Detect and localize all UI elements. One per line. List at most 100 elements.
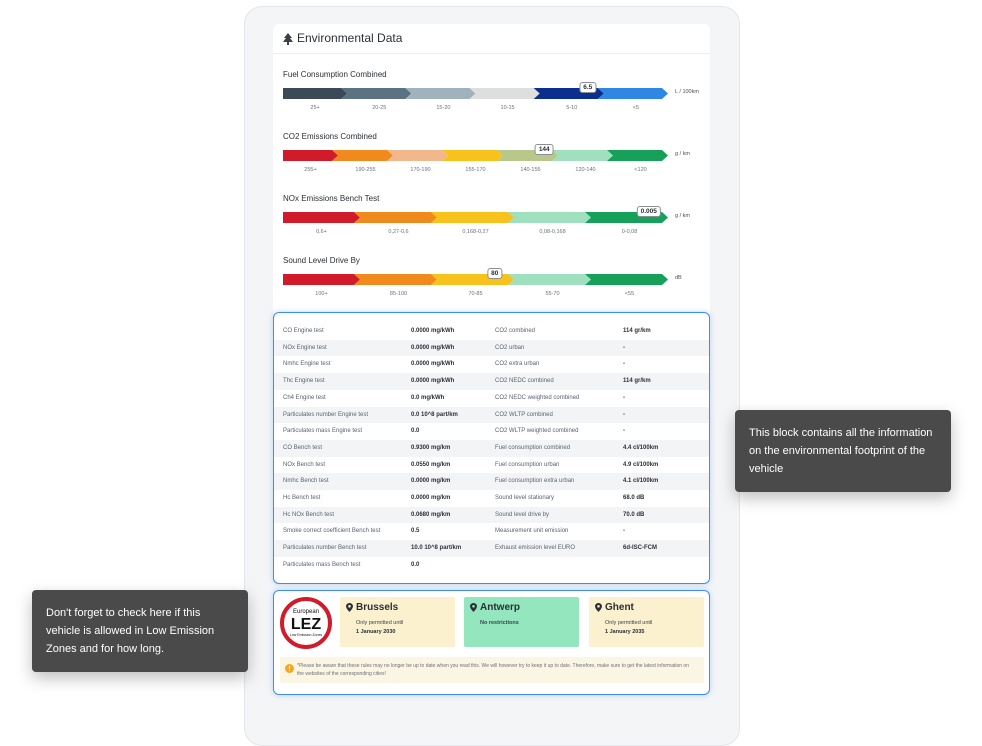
row-key: Fuel consumption urban (495, 461, 560, 468)
scale-label: Sound Level Drive By (283, 256, 360, 265)
lez-logo-top: European (293, 609, 319, 615)
row-value: - (623, 394, 625, 401)
row-value: 70.0 dB (623, 511, 645, 518)
row-value: 0.0 (411, 428, 420, 435)
environmental-data-card: Environmental Data Fuel Consumption Comb… (273, 24, 710, 324)
row-key: Sound level drive by (495, 511, 550, 518)
row-key: CO Bench test (283, 444, 323, 451)
scale-tick-label: 0,6+ (316, 229, 327, 235)
city-name: Antwerp (480, 602, 520, 613)
scale-unit: dB (675, 275, 682, 281)
row-key: Exhaust emission level EURO (495, 545, 576, 552)
city-status: Only permitted until (356, 620, 404, 626)
city-status: Only permitted until (605, 620, 653, 626)
scale-sound-level: Sound Level Drive By dB 100+ 85-100 70-85 5… (273, 256, 710, 312)
scale-tick-label: 85-100 (389, 291, 408, 297)
row-key: CO2 NEDC weighted combined (495, 394, 580, 401)
scale-tick-label: 0,08-0,168 (539, 229, 566, 235)
scale-segment (283, 274, 360, 285)
scale-value-badge: 6.5 (579, 82, 597, 93)
row-key: Thc Engine test (283, 378, 325, 385)
row-key: CO2 WLTP weighted combined (495, 428, 579, 435)
row-key: Particulates number Engine test (283, 411, 369, 418)
scale-fuel-consumption: Fuel Consumption Combined L / 100km 25+ 2… (273, 70, 710, 126)
table-row: NOx Bench test 0.0550 mg/km Fuel consumpti… (274, 457, 709, 474)
city-card-ghent: Ghent Only permitted until 1 January 203… (589, 597, 704, 647)
scale-segment (508, 212, 591, 223)
table-row: Thc Engine test 0.0000 mg/kWh CO2 NEDC com… (274, 373, 709, 390)
table-row: Particulates mass Bench test 0.0 (274, 557, 709, 574)
scale-segment (341, 88, 412, 99)
row-key: Measurement unit emission (495, 528, 569, 535)
row-value: 0.0 mg/kWh (411, 394, 445, 401)
scale-segment (442, 150, 503, 161)
scale-tick-label: 190-255 (355, 167, 376, 173)
scale-value-badge: 0.005 (636, 206, 661, 217)
scale-bar (283, 212, 668, 223)
scale-ticks: 25+ 20-25 15-20 10-15 5-10 <5 (283, 105, 668, 113)
row-key: CO2 urban (495, 344, 525, 351)
row-key: Fuel consumption combined (495, 444, 571, 451)
row-value: 0.0000 mg/kWh (411, 344, 455, 351)
location-pin-icon (470, 603, 477, 612)
row-key: CO2 NEDC combined (495, 378, 554, 385)
scale-tick-label: <120 (634, 167, 647, 173)
scale-segment (283, 88, 348, 99)
scale-segment (607, 150, 668, 161)
scale-value-badge: 80 (487, 268, 503, 279)
table-row: Hc Bench test 0.0000 mg/km Sound level sta… (274, 490, 709, 507)
row-value: 114 gr/km (623, 378, 651, 385)
row-key: Sound level stationary (495, 495, 555, 501)
emissions-data-table: CO Engine test 0.0000 mg/kWh CO2 combined 1… (273, 312, 710, 584)
scale-ticks: 0,6+ 0,27-0,6 0,168-0,27 0,08-0,168 0-0,08 (283, 229, 668, 237)
scale-tick-label: 0,27-0,6 (388, 229, 409, 235)
scale-label: NOx Emissions Bench Test (283, 194, 380, 203)
scale-label: Fuel Consumption Combined (283, 70, 387, 79)
scale-unit: L / 100km (675, 89, 699, 95)
row-value: 0.9300 mg/km (411, 444, 451, 451)
row-key: Nmhc Engine test (283, 361, 331, 368)
row-value: 0.0680 mg/km (411, 511, 451, 518)
row-key: NOx Bench test (283, 461, 326, 468)
row-value: 0.0000 mg/km (411, 495, 451, 501)
scale-tick-label: 0,168-0,27 (462, 229, 489, 235)
row-key: Particulates mass Bench test (283, 561, 361, 568)
scale-ticks: 255+ 190-255 170-190 155-170 140-155 120-140 <… (283, 167, 668, 175)
row-key: NOx Engine test (283, 344, 327, 351)
scale-tick-label: 15-20 (436, 105, 451, 111)
row-value: - (623, 411, 625, 418)
scale-segment (597, 88, 668, 99)
row-key: CO2 combined (495, 328, 536, 334)
scale-tick-label: 10-15 (500, 105, 515, 111)
scale-tick-label: 70-85 (468, 291, 483, 297)
scale-tick-label: 25+ (310, 105, 320, 111)
row-value: 0.5 (411, 528, 420, 535)
scale-unit: g / km (675, 151, 690, 157)
scale-segment (354, 274, 437, 285)
scale-tick-label: 255+ (304, 167, 317, 173)
tooltip-environmental-block: This block contains all the information … (735, 410, 951, 492)
lez-logo-bottom: Low Emission Zones (290, 633, 323, 637)
scale-tick-label: 20-25 (372, 105, 387, 111)
lez-logo-icon: European LEZ Low Emission Zones (280, 597, 332, 649)
row-key: Fuel consumption extra urban (495, 478, 575, 485)
scale-ticks: 100+ 85-100 70-85 55-70 <55 (283, 291, 668, 299)
row-key: CO2 extra urban (495, 361, 540, 368)
scale-segment (431, 212, 514, 223)
row-key: Particulates number Bench test (283, 545, 367, 552)
scale-tick-label: <5 (632, 105, 640, 111)
row-key: Smoke correct coefficient Bench test (283, 528, 381, 535)
table-row: NOx Engine test 0.0000 mg/kWh CO2 urban - (274, 339, 709, 357)
scale-tick-label: 140-155 (520, 167, 541, 173)
scale-label: CO2 Emissions Combined (283, 132, 377, 141)
disclaimer-text: *Please be aware that these rules may no… (297, 663, 689, 677)
table-row: Nmhc Engine test 0.0000 mg/kWh CO2 extra u… (274, 356, 709, 373)
city-name: Brussels (356, 602, 399, 613)
location-pin-icon (346, 603, 353, 612)
table-row: CO Bench test 0.9300 mg/km Fuel consumptio… (274, 439, 709, 457)
city-date: 1 January 2035 (605, 629, 645, 635)
scale-segment (585, 274, 668, 285)
row-value: 0.0 10^8 part/km (411, 411, 458, 418)
row-value: 0.0550 mg/km (411, 461, 451, 468)
row-value: - (623, 361, 625, 368)
